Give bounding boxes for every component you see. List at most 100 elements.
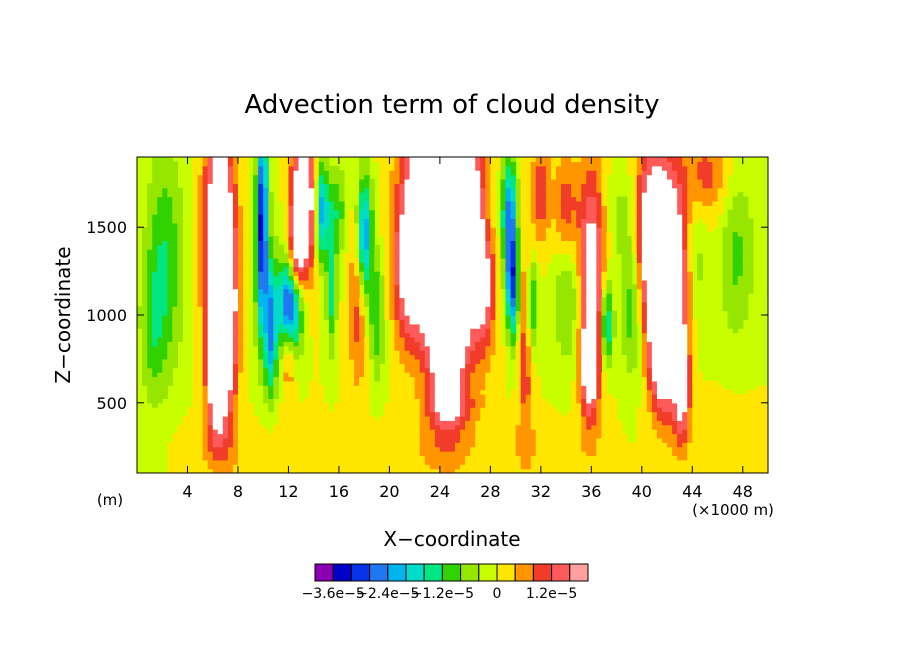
heatmap-cell (641, 380, 648, 386)
heatmap-cell (399, 196, 406, 202)
heatmap-cell (636, 411, 653, 417)
heatmap-cell (606, 319, 613, 325)
heatmap-cell (147, 354, 168, 360)
heatmap-cell (202, 279, 209, 285)
heatmap-cell (349, 336, 355, 342)
heatmap-cell (147, 284, 153, 290)
heatmap-cell (520, 367, 527, 373)
heatmap-cell (409, 170, 481, 176)
heatmap-cell (207, 170, 214, 176)
heatmap-cell (263, 218, 269, 224)
heatmap-cell (621, 345, 638, 351)
heatmap-cell (636, 415, 653, 421)
heatmap-cell (338, 336, 350, 342)
heatmap-cell (475, 398, 486, 404)
heatmap-cell (379, 310, 385, 316)
heatmap-cell (485, 218, 491, 224)
heatmap-cell (394, 214, 401, 220)
heatmap-cell (682, 209, 688, 215)
heatmap-cell (227, 446, 239, 452)
heatmap-cell (394, 187, 401, 193)
heatmap-cell (742, 266, 754, 272)
heatmap-cell (576, 363, 582, 369)
heatmap-cell (692, 411, 768, 417)
heatmap-cell (308, 253, 315, 259)
heatmap-cell (389, 266, 396, 272)
heatmap-cell (530, 385, 542, 391)
heatmap-cell (687, 376, 693, 382)
heatmap-cell (576, 341, 582, 347)
heatmap-cell (687, 271, 693, 277)
heatmap-cell (237, 187, 249, 193)
heatmap-cell (167, 266, 178, 272)
heatmap-cell (394, 345, 406, 351)
heatmap-cell (687, 319, 693, 325)
heatmap-cell (510, 209, 517, 215)
heatmap-cell (424, 394, 431, 399)
heatmap-cell (687, 323, 693, 329)
heatmap-cell (263, 244, 269, 250)
heatmap-cell (389, 315, 396, 320)
heatmap-cell (288, 187, 295, 193)
heatmap-cell (455, 424, 466, 430)
heatmap-cell (202, 424, 209, 430)
heatmap-cell (298, 284, 305, 290)
heatmap-cell (308, 380, 320, 386)
heatmap-cell (399, 328, 406, 334)
heatmap-cell (601, 192, 608, 198)
heatmap-cell (172, 336, 184, 342)
heatmap-cell (515, 244, 522, 250)
heatmap-cell (243, 367, 249, 373)
heatmap-cell (237, 249, 244, 255)
heatmap-cell (561, 183, 572, 189)
heatmap-cell (293, 301, 300, 307)
heatmap-cell (581, 240, 587, 246)
heatmap-cell (490, 170, 497, 176)
heatmap-cell (318, 257, 330, 263)
heatmap-cell (263, 380, 269, 386)
heatmap-cell (399, 157, 406, 162)
heatmap-cell (490, 174, 497, 180)
heatmap-cell (243, 363, 249, 369)
heatmap-cell (237, 218, 244, 224)
heatmap-cell (601, 218, 608, 224)
heatmap-cell (207, 464, 234, 470)
heatmap-cell (359, 271, 365, 277)
heatmap-cell (641, 367, 648, 373)
heatmap-cell (631, 227, 638, 233)
heatmap-cell (414, 385, 426, 391)
heatmap-cell (495, 275, 502, 281)
heatmap-cell (212, 437, 224, 443)
heatmap-cell (687, 372, 693, 378)
heatmap-cell (692, 407, 768, 413)
heatmap-cell (500, 253, 507, 259)
heatmap-cell (232, 200, 239, 206)
heatmap-cell (394, 328, 401, 334)
heatmap-cell (258, 227, 264, 233)
heatmap-cell (510, 165, 517, 171)
heatmap-cell (535, 209, 547, 215)
heatmap-cell (308, 161, 315, 167)
heatmap-cell (722, 240, 734, 246)
heatmap-cell (364, 249, 370, 255)
heatmap-cell (207, 293, 239, 299)
heatmap-cell (253, 183, 259, 189)
heatmap-cell (313, 350, 320, 356)
heatmap-cell (732, 244, 744, 250)
heatmap-cell (500, 262, 507, 268)
heatmap-cell (283, 293, 295, 299)
heatmap-cell (500, 218, 507, 224)
heatmap-cell (576, 244, 582, 250)
heatmap-cell (237, 222, 244, 228)
heatmap-cell (258, 240, 264, 246)
heatmap-cell (278, 284, 284, 290)
heatmap-cell (172, 315, 184, 320)
heatmap-cell (545, 214, 562, 220)
heatmap-cell (424, 380, 431, 386)
heatmap-cell (581, 424, 587, 430)
heatmap-cell (207, 244, 234, 250)
heatmap-cell (157, 244, 168, 250)
heatmap-cell (525, 358, 532, 364)
heatmap-cell (419, 367, 431, 373)
heatmap-cell (586, 398, 592, 404)
